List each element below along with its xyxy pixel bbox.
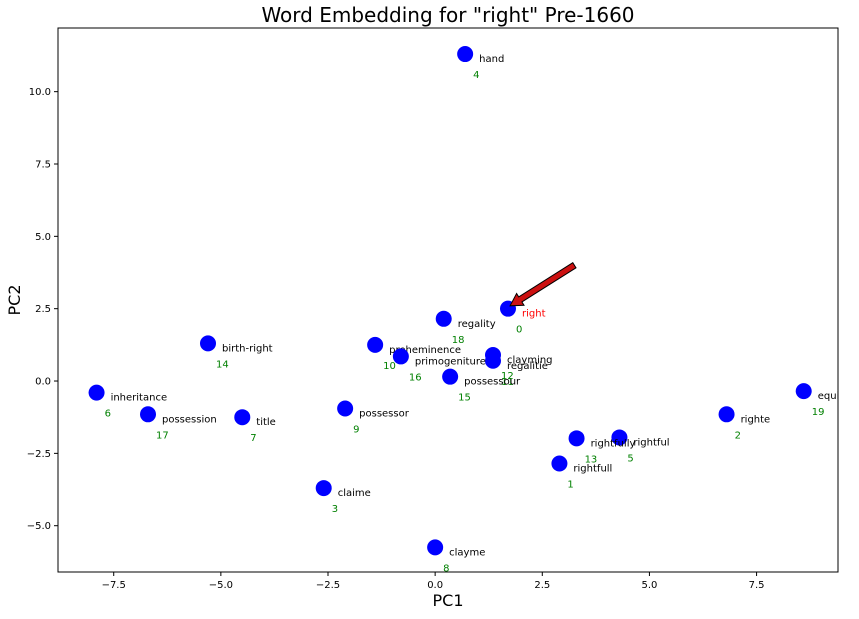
index-label-9: 9 <box>353 425 359 436</box>
word-label-6: inheritance <box>111 393 168 404</box>
index-label-17: 17 <box>156 430 169 441</box>
chart-title: Word Embedding for "right" Pre-1660 <box>261 3 634 27</box>
data-point-6 <box>88 384 105 401</box>
word-label-7: title <box>256 417 276 428</box>
word-label-5: rightful <box>633 437 669 448</box>
index-label-2: 2 <box>735 430 741 441</box>
data-point-18 <box>435 310 452 327</box>
y-tick-label: 10.0 <box>29 87 51 98</box>
y-tick-label: 0.0 <box>35 377 51 388</box>
y-axis-label: PC2 <box>5 285 24 316</box>
index-label-10: 10 <box>383 361 396 372</box>
index-label-5: 5 <box>627 453 633 464</box>
index-label-7: 7 <box>250 433 256 444</box>
index-label-6: 6 <box>105 409 111 420</box>
annotation-arrow <box>509 262 577 307</box>
word-label-15: possessour <box>464 377 521 388</box>
data-point-9 <box>337 400 354 417</box>
index-label-3: 3 <box>332 504 338 515</box>
data-point-3 <box>315 480 332 497</box>
word-label-17: possession <box>162 414 217 425</box>
data-point-13 <box>568 430 585 447</box>
x-tick-label: −2.5 <box>316 580 340 591</box>
index-label-8: 8 <box>443 563 449 574</box>
index-label-18: 18 <box>452 335 465 346</box>
index-label-13: 13 <box>585 454 598 465</box>
data-point-10 <box>367 336 384 353</box>
word-label-1: rightfull <box>573 463 612 474</box>
word-label-13: rightfully <box>591 438 636 449</box>
word-label-3: claime <box>338 488 371 499</box>
word-label-0: right <box>522 309 546 320</box>
index-label-12: 12 <box>501 371 514 382</box>
index-label-1: 1 <box>567 479 573 490</box>
plot-area: −7.5 −5.0 −2.5 0.0 2.5 5.0 7.5 −5.0 −2.5 0.0 2.5 5.… <box>27 27 852 591</box>
x-tick-label: 5.0 <box>641 580 657 591</box>
x-tick-label: 7.5 <box>749 580 765 591</box>
word-label-10: preheminence <box>389 345 461 356</box>
data-point-1 <box>551 455 568 472</box>
data-point-7 <box>234 409 251 426</box>
word-label-9: possessor <box>359 409 410 420</box>
x-axis-label: PC1 <box>433 591 464 610</box>
index-label-15: 15 <box>458 393 471 404</box>
word-label-12: clayming <box>507 355 553 366</box>
word-label-16: primogeniture <box>415 356 486 367</box>
data-point-19 <box>795 383 812 400</box>
index-label-4: 4 <box>473 70 479 81</box>
word-label-2: righte <box>741 414 771 425</box>
word-label-18: regality <box>458 319 496 330</box>
index-label-11: 11 <box>501 377 514 388</box>
index-label-19: 19 <box>812 407 825 418</box>
y-tick-label: −2.5 <box>27 449 51 460</box>
y-tick-label: 5.0 <box>35 232 51 243</box>
word-label-19: equitie <box>818 391 852 402</box>
data-point-2 <box>718 406 735 423</box>
data-point-16 <box>392 348 409 365</box>
data-point-4 <box>457 46 474 63</box>
data-point-17 <box>140 406 156 423</box>
data-point-15 <box>442 368 459 385</box>
word-label-11: regalitie <box>507 361 548 372</box>
y-tick-label: −5.0 <box>27 521 51 532</box>
data-point-5 <box>611 429 628 446</box>
word-label-4: hand <box>479 54 504 65</box>
data-point-14 <box>200 335 216 352</box>
data-point-12 <box>485 346 501 363</box>
y-tick-label: 7.5 <box>35 160 51 171</box>
word-label-8: clayme <box>449 547 485 558</box>
data-point-8 <box>427 539 444 556</box>
index-label-16: 16 <box>409 372 422 383</box>
x-tick-label: −5.0 <box>209 580 233 591</box>
plot-frame <box>57 27 839 573</box>
index-label-14: 14 <box>216 359 229 370</box>
y-tick-label: 2.5 <box>35 304 51 315</box>
index-label-0: 0 <box>516 325 522 336</box>
word-label-14: birth-right <box>222 343 273 354</box>
x-tick-label: 0.0 <box>427 580 443 591</box>
x-tick-label: −7.5 <box>102 580 126 591</box>
x-tick-label: 2.5 <box>534 580 550 591</box>
